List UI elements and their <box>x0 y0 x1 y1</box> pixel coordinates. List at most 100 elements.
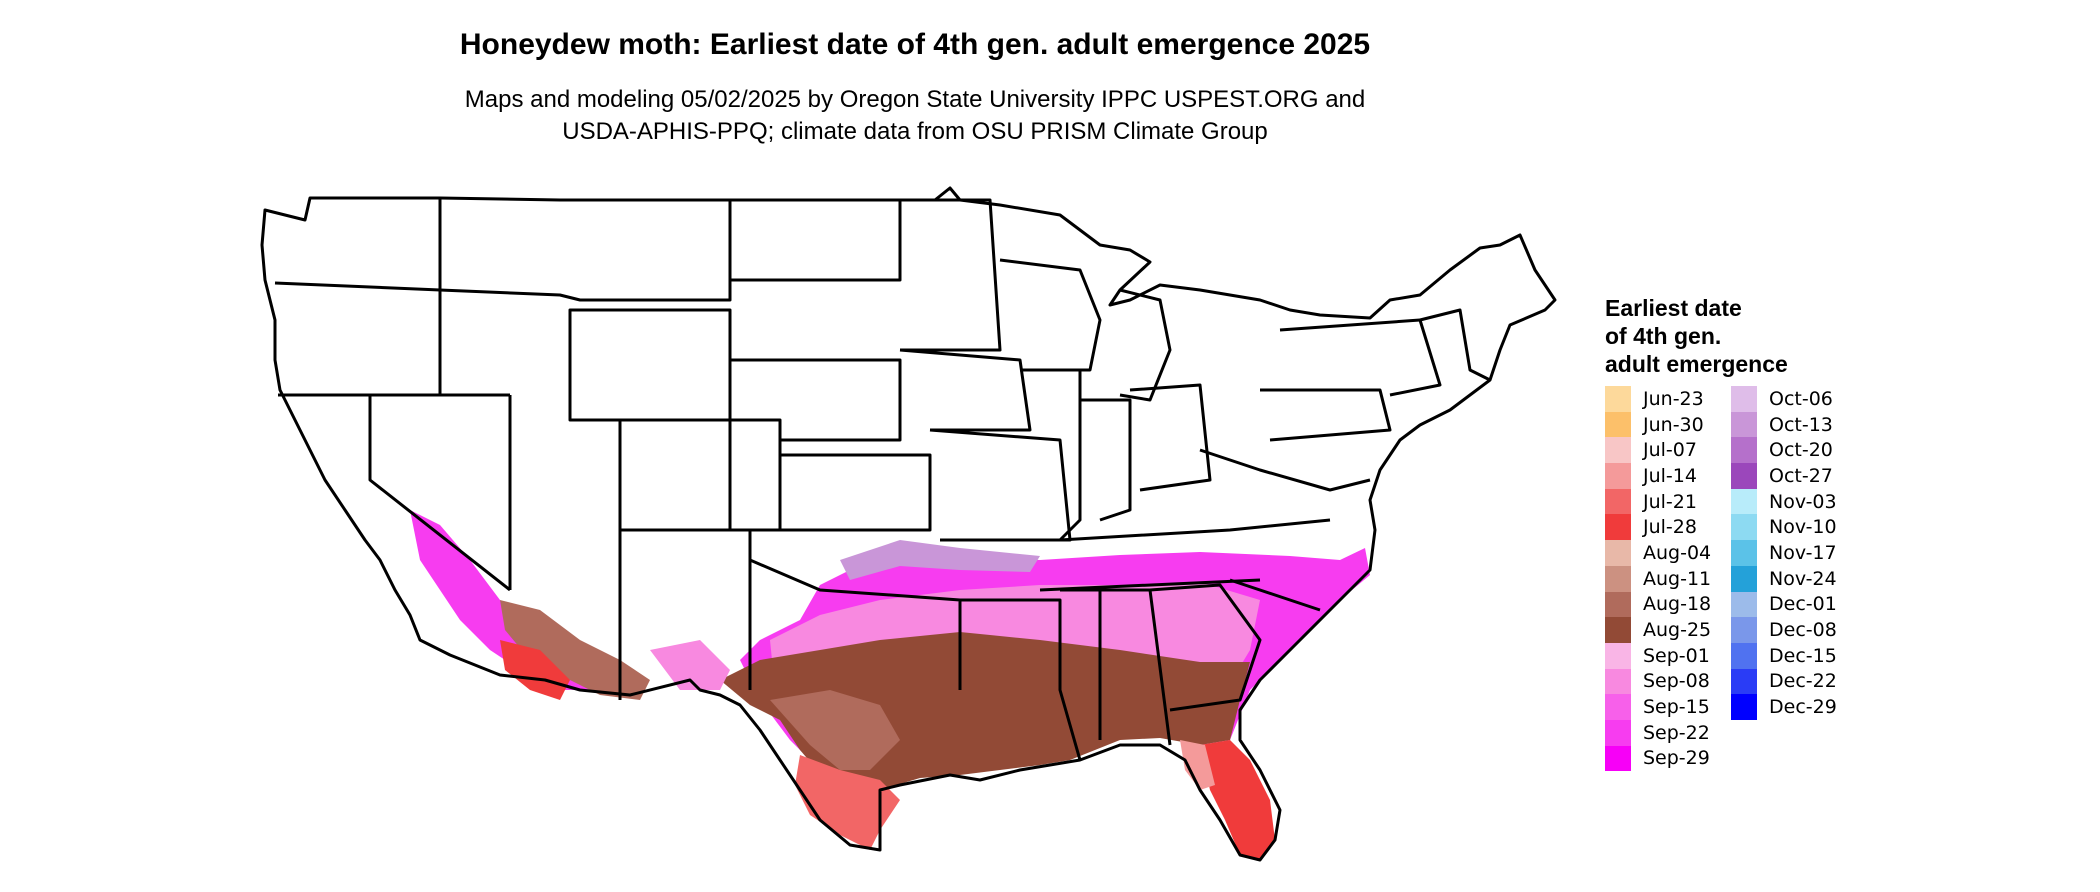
legend-item: Oct-27 <box>1731 463 1837 489</box>
legend-swatch <box>1731 668 1757 695</box>
legend-item: Dec-01 <box>1731 591 1837 618</box>
legend-swatch <box>1731 642 1757 669</box>
band-nm-pink <box>650 640 730 690</box>
legend-label: Jul-14 <box>1643 464 1697 487</box>
line-in <box>1080 398 1132 522</box>
legend-item: Nov-17 <box>1731 540 1837 566</box>
legend-label: Sep-29 <box>1643 747 1710 770</box>
legend-swatch <box>1605 514 1631 541</box>
legend-title-line-2: of 4th gen. <box>1605 323 1722 349</box>
legend-swatch <box>1605 540 1631 566</box>
legend-item: Jun-23 <box>1605 386 1711 412</box>
legend-item: Jul-14 <box>1605 463 1711 489</box>
subtitle-line-2: USDA-APHIS-PPQ; climate data from OSU PR… <box>562 118 1268 145</box>
legend-swatch <box>1731 463 1757 489</box>
line-nc-sc <box>1229 578 1321 612</box>
legend-column-2: Oct-06 Oct-13 Oct-20 Oct-27 Nov-03 Nov-10 Nov-… <box>1731 386 1837 720</box>
legend-title: Earliest date of 4th gen. adult emergenc… <box>1605 294 1788 378</box>
legend-item: Aug-25 <box>1605 617 1711 643</box>
legend-swatch <box>1605 719 1631 746</box>
legend-item: Sep-22 <box>1605 719 1711 746</box>
legend-swatch <box>1605 668 1631 695</box>
line-ga <box>1149 583 1262 712</box>
legend-swatch <box>1731 591 1757 618</box>
legend-swatch <box>1731 617 1757 643</box>
line-ok-tx <box>749 558 962 690</box>
legend-label: Oct-20 <box>1769 439 1833 462</box>
legend-label: Dec-15 <box>1769 644 1837 667</box>
legend-label: Jul-07 <box>1643 439 1697 462</box>
band-oct-fringe <box>840 540 1040 580</box>
band-florida-red <box>1200 740 1275 860</box>
line-new-england <box>1419 308 1491 382</box>
state-boundaries <box>260 186 1557 862</box>
line-co <box>730 418 782 532</box>
line-dakotas <box>730 200 902 282</box>
legend-item: Aug-04 <box>1605 540 1711 566</box>
map-title: Honeydew moth: Earliest date of 4th gen.… <box>459 28 1371 61</box>
legend-swatch <box>1605 617 1631 643</box>
legend-swatch <box>1731 514 1757 541</box>
line-oh <box>1129 383 1212 492</box>
legend-label: Jul-21 <box>1643 490 1697 513</box>
line-tn-south <box>1039 578 1261 592</box>
legend-label: Oct-13 <box>1769 413 1833 436</box>
legend-swatch <box>1731 411 1757 438</box>
legend-label: Nov-03 <box>1769 490 1837 513</box>
line-ut-co <box>618 420 732 532</box>
legend-swatch <box>1605 745 1631 772</box>
legend-item: Sep-29 <box>1605 745 1711 772</box>
legend-item: Jul-21 <box>1605 488 1711 515</box>
legend-label: Dec-22 <box>1769 670 1837 693</box>
line-wa-or <box>274 281 441 292</box>
legend-item: Nov-10 <box>1731 514 1837 541</box>
legend-item: Aug-11 <box>1605 565 1711 592</box>
legend-label: Sep-08 <box>1643 670 1710 693</box>
legend-swatch <box>1731 540 1757 566</box>
legend-item: Jun-30 <box>1605 411 1711 438</box>
line-ky-tn <box>1059 518 1331 542</box>
legend-item: Dec-15 <box>1731 642 1837 669</box>
legend-item: Nov-24 <box>1731 565 1837 592</box>
legend-swatch <box>1605 437 1631 464</box>
legend-swatch <box>1731 386 1757 412</box>
legend-column-1: Jun-23 Jun-30 Jul-07 Jul-14 Jul-21 Jul-28 Aug-… <box>1605 386 1712 772</box>
line-ia <box>899 348 1032 432</box>
legend-label: Jun-23 <box>1643 387 1704 410</box>
legend-item: Dec-22 <box>1731 668 1837 695</box>
legend-title-line-3: adult emergence <box>1605 351 1788 377</box>
band-az-red <box>500 640 570 700</box>
legend-label: Aug-18 <box>1643 593 1712 616</box>
band-florida-pink <box>1180 740 1215 790</box>
legend-label: Dec-29 <box>1769 696 1837 719</box>
band-jul-red-texas <box>795 755 900 850</box>
legend-item: Sep-01 <box>1605 642 1711 669</box>
line-wy <box>568 308 732 422</box>
legend-swatch <box>1731 488 1757 515</box>
legend-label: Jul-28 <box>1643 516 1697 539</box>
legend-label: Dec-01 <box>1769 593 1837 616</box>
legend-swatch <box>1605 642 1631 669</box>
legend-item: Sep-15 <box>1605 694 1711 720</box>
band-aug-light <box>770 690 900 770</box>
legend-label: Nov-10 <box>1769 516 1837 539</box>
line-wv-va <box>1199 448 1371 492</box>
legend-swatch <box>1605 463 1631 489</box>
line-ar-la <box>960 598 1082 761</box>
legend-item: Oct-20 <box>1731 437 1837 464</box>
line-mn <box>900 198 1002 352</box>
legend-label: Sep-15 <box>1643 696 1710 719</box>
legend-label: Oct-27 <box>1769 464 1833 487</box>
legend-item: Nov-03 <box>1731 488 1837 515</box>
legend-label: Sep-22 <box>1643 721 1710 744</box>
legend-item: Jul-07 <box>1605 437 1711 464</box>
legend-label: Aug-25 <box>1643 619 1712 642</box>
legend-swatch <box>1731 565 1757 592</box>
line-ny <box>1279 318 1442 397</box>
legend-swatch <box>1605 411 1631 438</box>
line-ca-nv <box>368 395 511 592</box>
line-mi <box>1119 288 1172 402</box>
legend-label: Nov-24 <box>1769 567 1837 590</box>
legend-label: Dec-08 <box>1769 619 1837 642</box>
